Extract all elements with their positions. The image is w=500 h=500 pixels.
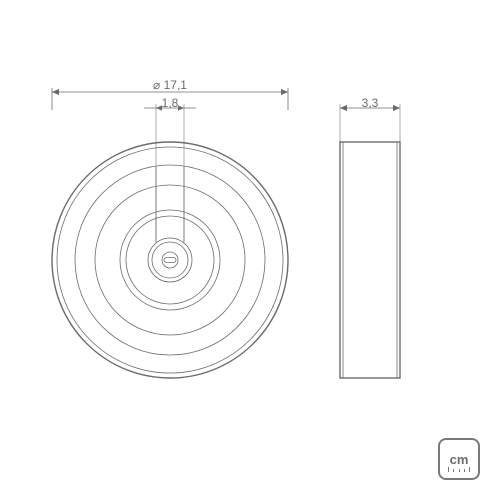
dim-thickness-label: 3,3	[362, 96, 379, 110]
unit-badge-ruler	[448, 466, 470, 472]
drawing-svg	[0, 0, 500, 500]
dim-diameter-label: ⌀ 17,1	[153, 78, 187, 92]
dim-hub-label: 1,8	[162, 96, 179, 110]
technical-drawing: ⌀ 17,1 1,8 3,3	[0, 0, 500, 500]
unit-badge: cm	[438, 438, 480, 480]
unit-badge-label: cm	[450, 453, 469, 466]
